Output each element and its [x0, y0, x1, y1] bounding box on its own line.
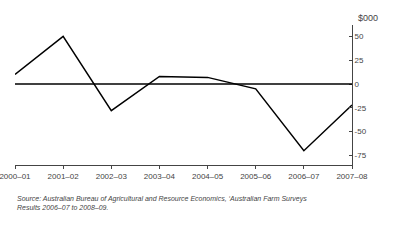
- svg-text:-75: -75: [355, 151, 367, 160]
- svg-text:-50: -50: [355, 127, 367, 136]
- svg-text:2000–01: 2000–01: [0, 172, 31, 181]
- svg-text:2003–04: 2003–04: [144, 172, 176, 181]
- svg-text:25: 25: [355, 56, 364, 65]
- svg-text:2001–02: 2001–02: [48, 172, 80, 181]
- svg-text:2005–06: 2005–06: [240, 172, 272, 181]
- svg-text:Source: Australian Bureau of A: Source: Australian Bureau of Agricultura…: [17, 195, 307, 211]
- svg-text:-25: -25: [355, 104, 367, 113]
- svg-text:2004–05: 2004–05: [192, 172, 224, 181]
- svg-text:2007–08: 2007–08: [336, 172, 368, 181]
- svg-text:$000: $000: [358, 13, 378, 23]
- svg-text:2002–03: 2002–03: [96, 172, 128, 181]
- svg-text:2006–07: 2006–07: [288, 172, 320, 181]
- svg-text:0: 0: [355, 80, 360, 89]
- svg-text:50: 50: [355, 32, 364, 41]
